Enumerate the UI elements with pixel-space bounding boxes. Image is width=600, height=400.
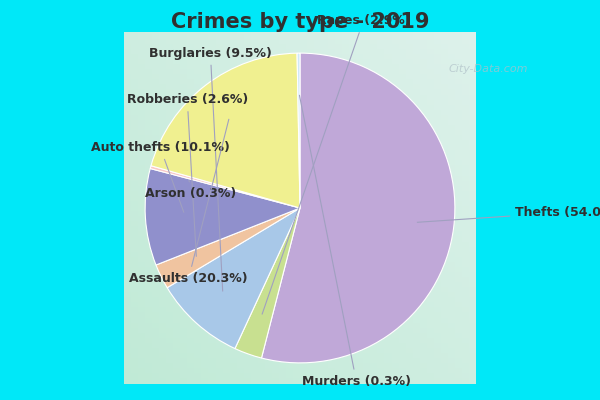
Text: Burglaries (9.5%): Burglaries (9.5%) xyxy=(149,47,272,291)
Wedge shape xyxy=(262,53,455,363)
Text: City-Data.com: City-Data.com xyxy=(449,64,528,74)
Wedge shape xyxy=(235,208,300,358)
Wedge shape xyxy=(167,208,300,348)
Text: Auto thefts (10.1%): Auto thefts (10.1%) xyxy=(91,141,230,212)
Wedge shape xyxy=(150,166,300,208)
Text: Rapes (2.9%): Rapes (2.9%) xyxy=(262,14,410,314)
Text: Thefts (54.0%): Thefts (54.0%) xyxy=(418,206,600,222)
Text: Crimes by type - 2019: Crimes by type - 2019 xyxy=(171,12,429,32)
Text: Robberies (2.6%): Robberies (2.6%) xyxy=(127,93,248,256)
Wedge shape xyxy=(151,53,300,208)
Text: Murders (0.3%): Murders (0.3%) xyxy=(299,95,411,388)
Wedge shape xyxy=(297,53,300,208)
Text: Assaults (20.3%): Assaults (20.3%) xyxy=(129,119,248,285)
Wedge shape xyxy=(156,208,300,288)
Text: Arson (0.3%): Arson (0.3%) xyxy=(145,180,236,200)
Wedge shape xyxy=(145,168,300,265)
